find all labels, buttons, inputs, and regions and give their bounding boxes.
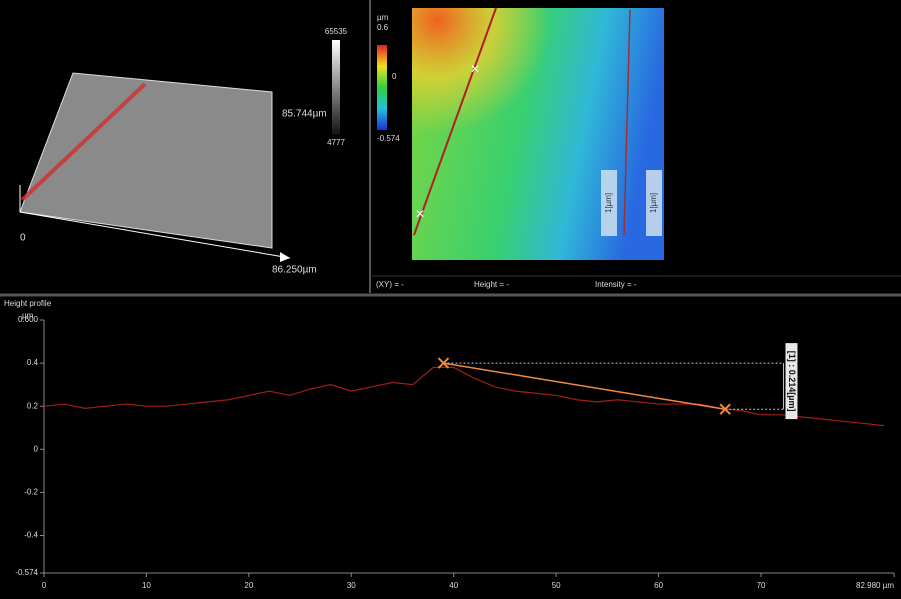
status-intensity: Intensity = - bbox=[595, 280, 637, 289]
line-label: 1[µm] bbox=[604, 193, 613, 213]
y-tick-label: 0.4 bbox=[27, 358, 39, 367]
scale-min: 4777 bbox=[327, 138, 345, 147]
chart-title: Height profile bbox=[4, 299, 52, 308]
y-tick-label: 0.2 bbox=[27, 401, 39, 410]
x-tick-label: 0 bbox=[42, 581, 47, 590]
y-tick-label: -0.2 bbox=[24, 488, 38, 497]
app-window: 65535 4777 85.744µm 0 86.250µm ✕ ✕ 1[µm]… bbox=[0, 0, 901, 599]
x-tick-label: 40 bbox=[449, 581, 458, 590]
x-tick-label: 60 bbox=[654, 581, 663, 590]
x-tick-label: 70 bbox=[757, 581, 766, 590]
x-tick-label: 82.980 µm bbox=[856, 581, 894, 590]
x-tick-label: 30 bbox=[347, 581, 356, 590]
scale-unit: µm bbox=[377, 13, 389, 22]
scale-max: 0.6 bbox=[377, 23, 389, 32]
x-tick-label: 20 bbox=[244, 581, 253, 590]
status-xy: (XY) = - bbox=[376, 280, 404, 289]
y-tick-label: 0 bbox=[34, 444, 39, 453]
cursor-marker: ✕ bbox=[415, 207, 425, 221]
scale-max: 65535 bbox=[325, 27, 348, 36]
x-tick-label: 10 bbox=[142, 581, 151, 590]
color-scale-bar bbox=[377, 45, 387, 130]
x-extent: 86.250µm bbox=[272, 265, 317, 276]
x-tick-label: 50 bbox=[552, 581, 561, 590]
y-extent: 85.744µm bbox=[282, 109, 327, 120]
scale-min: -0.574 bbox=[377, 134, 400, 143]
cursor-marker: ✕ bbox=[470, 62, 480, 76]
y-tick-label: 0.600 bbox=[18, 315, 39, 324]
y-tick-label: -0.574 bbox=[15, 568, 38, 577]
status-height: Height = - bbox=[474, 280, 509, 289]
measure-label: [1] : 0.214[µm] bbox=[787, 351, 797, 412]
page: 65535 4777 85.744µm 0 86.250µm ✕ ✕ 1[µm]… bbox=[0, 0, 901, 599]
line-label: 1[µm] bbox=[649, 193, 658, 213]
gray-scale-bar bbox=[332, 40, 340, 135]
scale-mid: 0 bbox=[392, 72, 397, 81]
y-tick-label: -0.4 bbox=[24, 531, 38, 540]
origin-label: 0 bbox=[20, 233, 26, 244]
